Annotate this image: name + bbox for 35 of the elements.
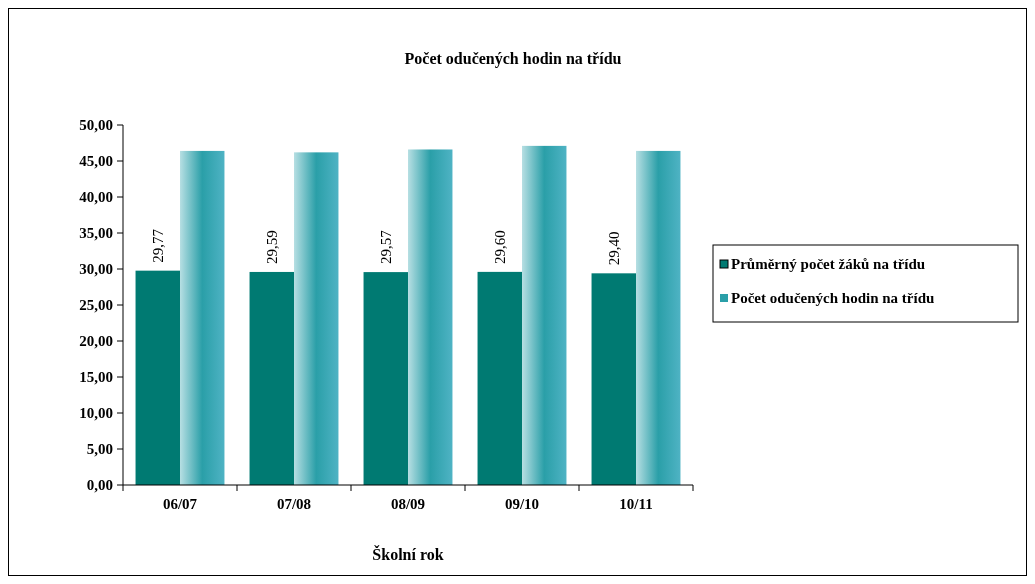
y-tick-label: 0,00 bbox=[86, 477, 113, 494]
bar bbox=[294, 152, 339, 485]
y-tick-label: 50,00 bbox=[79, 117, 113, 134]
bar bbox=[135, 270, 180, 485]
bar bbox=[180, 150, 225, 485]
y-tick-label: 25,00 bbox=[79, 297, 113, 314]
data-label: 29,40 bbox=[605, 231, 622, 266]
data-label: 29,77 bbox=[149, 228, 166, 263]
bar bbox=[591, 273, 636, 485]
y-tick-label: 40,00 bbox=[79, 189, 113, 206]
x-tick-label: 07/08 bbox=[276, 496, 312, 512]
data-label: 29,59 bbox=[263, 230, 280, 264]
y-tick-label: 45,00 bbox=[79, 153, 113, 170]
legend-label: Počet odučených hodin na třídu bbox=[731, 290, 935, 306]
bar bbox=[636, 150, 681, 485]
bar bbox=[477, 271, 522, 485]
x-axis-title: Školní rok bbox=[372, 545, 444, 563]
bar bbox=[363, 272, 408, 485]
bar bbox=[408, 149, 453, 485]
y-tick-label: 30,00 bbox=[79, 261, 113, 278]
y-tick-label: 20,00 bbox=[79, 333, 113, 350]
y-tick-label: 15,00 bbox=[79, 369, 113, 386]
y-tick-label: 35,00 bbox=[79, 225, 113, 242]
y-tick-label: 5,00 bbox=[86, 441, 113, 458]
x-tick-label: 06/07 bbox=[162, 496, 198, 512]
x-tick-label: 08/09 bbox=[390, 496, 426, 512]
x-tick-label: 10/11 bbox=[619, 496, 653, 512]
chart-title: Počet odučených hodin na třídu bbox=[404, 50, 622, 68]
y-tick-label: 10,00 bbox=[79, 405, 113, 422]
legend-label: Průměrný počet žáků na třídu bbox=[731, 256, 926, 272]
bar bbox=[249, 271, 294, 485]
data-label: 29,60 bbox=[491, 230, 508, 264]
data-label: 29,57 bbox=[377, 229, 394, 265]
x-tick-label: 09/10 bbox=[504, 496, 540, 512]
bar bbox=[522, 145, 567, 485]
